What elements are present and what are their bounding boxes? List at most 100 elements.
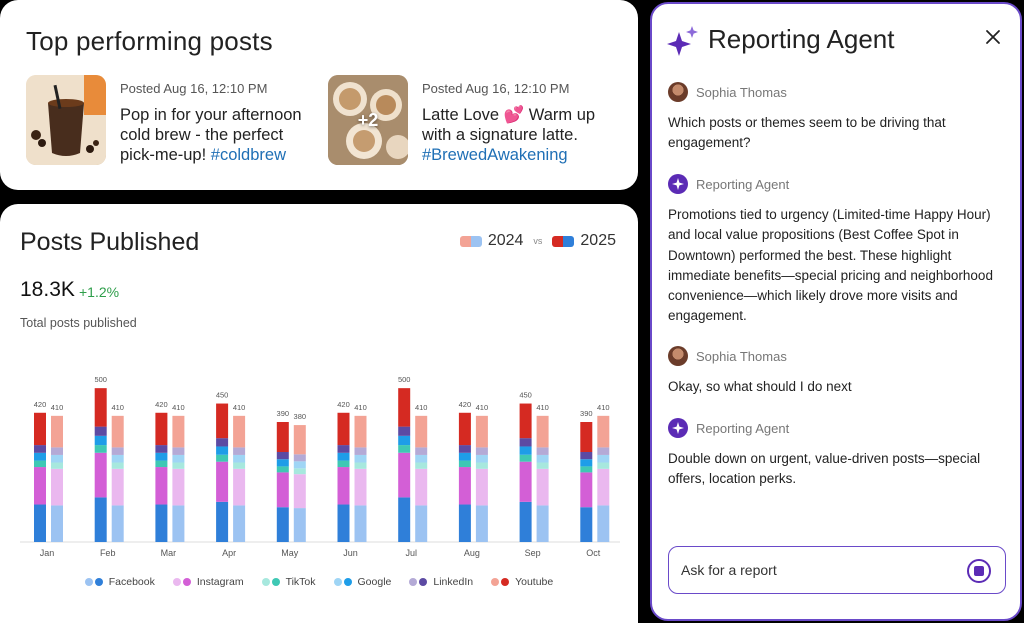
x-tick-label: Apr: [222, 548, 236, 558]
bar-2024-linkedin: [536, 447, 549, 455]
legend-label: TikTok: [285, 576, 316, 588]
bar-2025-google: [337, 452, 350, 461]
bar-2025-youtube: [580, 422, 593, 452]
legend-dot: [419, 578, 428, 586]
bar-2025-tiktok: [216, 454, 229, 462]
bar-2025-youtube: [216, 403, 229, 439]
bar-2025-instagram: [276, 472, 289, 508]
close-icon[interactable]: [984, 28, 1002, 46]
message-author: Sophia Thomas: [668, 82, 787, 102]
legend-dot: [491, 578, 500, 586]
legend-dot: [409, 578, 418, 586]
bar-2024-facebook: [597, 505, 610, 542]
agent-title: Reporting Agent: [708, 24, 895, 54]
total-posts-label: Total posts published: [20, 316, 137, 330]
bar-2024-instagram: [354, 468, 367, 506]
bar-2025-facebook: [458, 504, 471, 542]
bar-2025-facebook: [216, 501, 229, 542]
bar-2024-google: [536, 454, 549, 463]
bar-2024-google: [172, 454, 185, 463]
ask-report-box: [668, 546, 1006, 594]
ask-report-input[interactable]: [681, 547, 951, 593]
post-caption-text: Pop in for your afternoon cold brew - th…: [120, 106, 302, 164]
bar-2024-linkedin: [293, 454, 306, 462]
post-thumbnail[interactable]: [26, 75, 106, 165]
legend-vs: vs: [533, 236, 543, 246]
bar-2024-google: [415, 454, 428, 463]
bar-2024-instagram: [536, 468, 549, 506]
legend-dot: [94, 578, 103, 586]
bar-2024-linkedin: [51, 447, 63, 455]
sparkle-icon: [667, 26, 698, 56]
message-author: Reporting Agent: [668, 418, 789, 438]
legend-dot: [333, 578, 342, 586]
bar-2025-linkedin: [337, 445, 350, 453]
data-label-2024: 410: [111, 403, 124, 412]
hashtag-link[interactable]: #BrewedAwakening: [422, 146, 568, 164]
bar-2025-tiktok: [337, 460, 350, 468]
bar-2025-youtube: [94, 388, 107, 427]
data-label-2024: 410: [233, 403, 246, 412]
bar-2024-tiktok: [536, 462, 549, 469]
send-button[interactable]: [967, 559, 991, 583]
legend-item-instagram: Instagram: [172, 576, 244, 588]
posts-stacked-bar-chart: 420 410 Jan 500 410 Feb 420 410 Mar 450 410 Apr 390 3…: [20, 375, 620, 558]
bar-2025-linkedin: [94, 426, 107, 436]
bar-2024-google: [597, 454, 610, 463]
legend-label: Facebook: [108, 576, 155, 588]
bar-2024-tiktok: [51, 462, 63, 469]
bar-2025-linkedin: [398, 426, 411, 436]
posts-published-card: Posts Published 2024 vs 2025 18.3K +1.2%…: [0, 204, 638, 623]
author-name: Reporting Agent: [696, 420, 790, 436]
bar-2025-facebook: [276, 507, 289, 542]
stop-icon: [974, 566, 984, 576]
bar-2024-tiktok: [233, 462, 246, 469]
legend-dot: [84, 578, 93, 586]
bar-2024-youtube: [475, 415, 488, 448]
x-tick-label: May: [281, 548, 299, 558]
bar-2024-facebook: [415, 505, 428, 542]
bar-2024-linkedin: [172, 447, 185, 455]
x-tick-label: Jun: [343, 548, 358, 558]
agent-avatar-icon: [668, 418, 688, 438]
bar-2025-google: [519, 446, 532, 455]
bar-2024-facebook: [233, 505, 246, 542]
bar-2024-facebook: [293, 508, 306, 542]
bar-2025-instagram: [398, 452, 411, 498]
bar-2024-facebook: [475, 505, 488, 542]
legend-dot: [343, 578, 352, 586]
bar-2024-instagram: [475, 468, 488, 506]
bar-2024-youtube: [233, 415, 246, 448]
bar-2025-instagram: [580, 472, 593, 508]
bar-2025-google: [155, 452, 168, 461]
post-thumbnail[interactable]: +2: [328, 75, 408, 165]
bar-2025-facebook: [398, 497, 411, 542]
x-tick-label: Oct: [586, 548, 601, 558]
author-name: Sophia Thomas: [696, 84, 787, 100]
data-label-2024: 410: [51, 403, 64, 412]
bar-2025-youtube: [458, 412, 471, 446]
bar-2024-google: [51, 454, 63, 463]
data-label-2025: 420: [155, 400, 168, 409]
data-label-2025: 390: [580, 409, 593, 418]
bar-2025-instagram: [34, 467, 46, 505]
more-images-badge: +2: [357, 109, 379, 130]
hashtag-link[interactable]: #coldbrew: [210, 146, 286, 164]
bar-2024-youtube: [293, 425, 306, 455]
message-text: Promotions tied to urgency (Limited-time…: [668, 207, 993, 324]
bar-2025-google: [94, 435, 107, 446]
post-meta: Posted Aug 16, 12:10 PM: [120, 81, 268, 96]
legend-item-linkedin: LinkedIn: [409, 576, 473, 588]
data-label-2024: 410: [476, 403, 489, 412]
data-label-2024: 380: [294, 412, 307, 421]
bar-2025-tiktok: [580, 466, 593, 473]
legend-label: Google: [357, 576, 392, 588]
legend-item-facebook: Facebook: [84, 576, 155, 588]
data-label-2024: 410: [172, 403, 185, 412]
legend-item-youtube: Youtube: [491, 576, 553, 588]
bar-2024-instagram: [597, 468, 610, 506]
bar-2025-google: [276, 459, 289, 467]
bar-2024-instagram: [415, 468, 428, 506]
bar-2025-tiktok: [276, 466, 289, 473]
bar-2024-google: [233, 454, 246, 463]
